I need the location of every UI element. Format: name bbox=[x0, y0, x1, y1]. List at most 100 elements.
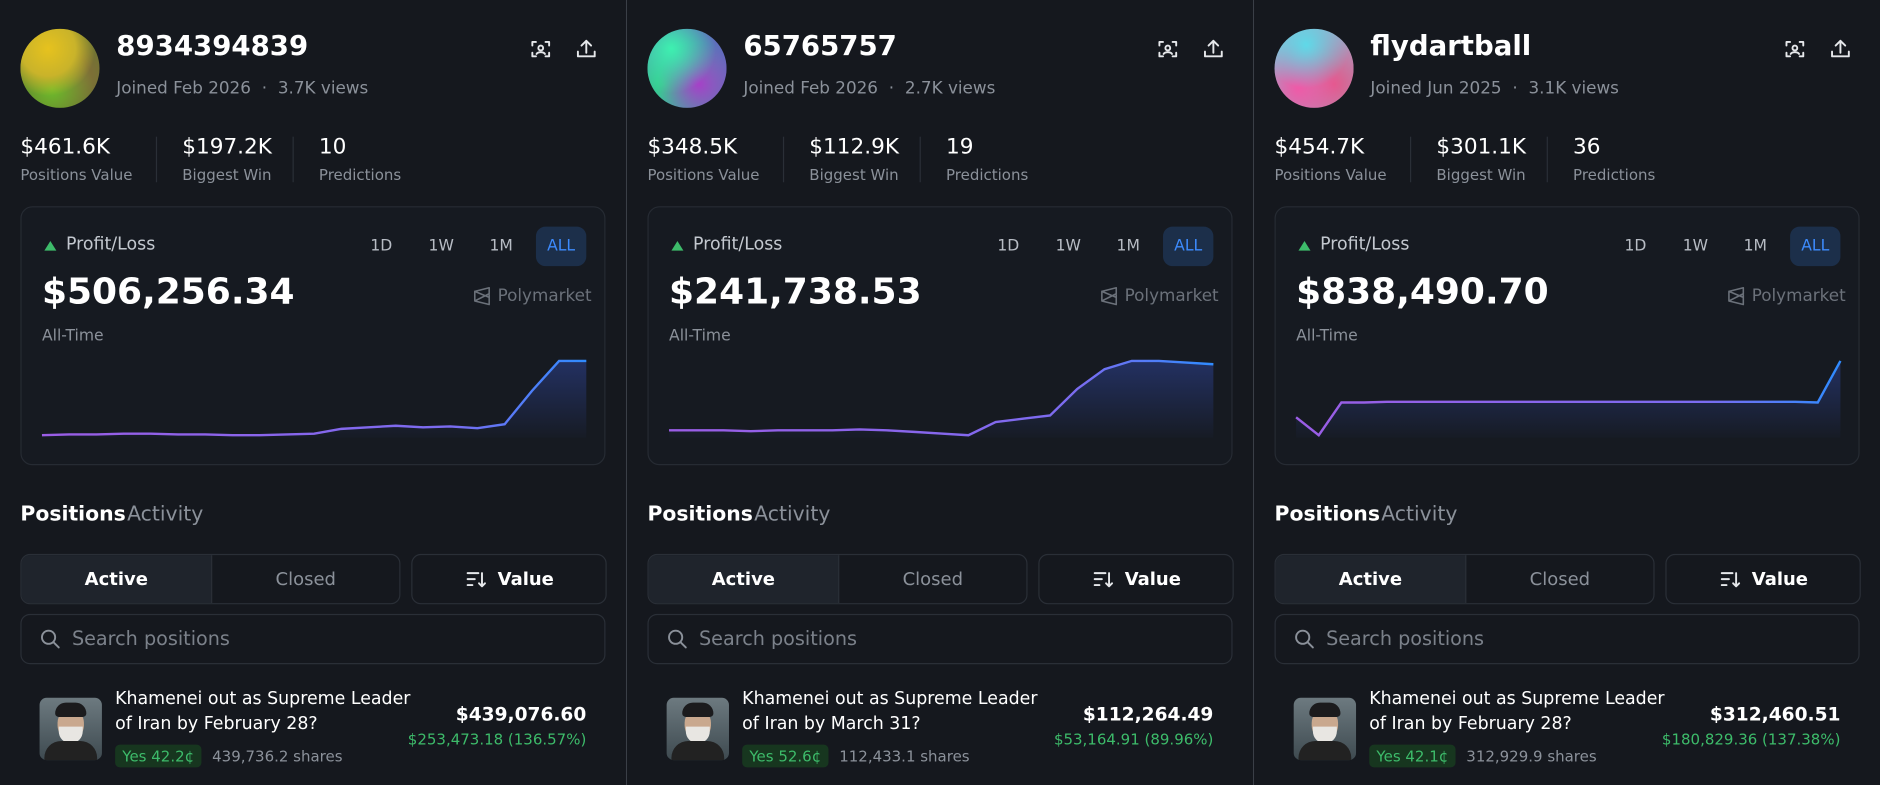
sort-label[interactable]: Value bbox=[497, 568, 554, 590]
joined-date: Joined Feb 2026 bbox=[116, 79, 251, 99]
share-icon[interactable] bbox=[1201, 37, 1225, 61]
pnl-card: Profit/Loss 1D 1W 1M ALL $838,490.70 Polymarke… bbox=[1274, 206, 1860, 466]
stat-label: Biggest Win bbox=[1436, 165, 1526, 184]
search-box[interactable]: Search positions bbox=[1274, 613, 1860, 665]
pnl-line bbox=[669, 359, 1214, 437]
tab[interactable]: Activity bbox=[754, 502, 831, 527]
up-triangle bbox=[671, 240, 684, 251]
scan-icon[interactable] bbox=[529, 37, 553, 61]
filter[interactable]: Closed bbox=[275, 568, 336, 590]
market-image bbox=[39, 697, 102, 761]
pnl-area bbox=[669, 360, 1214, 438]
profile-meta: Joined Feb 2026 · 3.7K views bbox=[116, 79, 368, 98]
range-button[interactable]: ALL bbox=[535, 226, 587, 267]
stat-divider bbox=[782, 136, 785, 183]
tab[interactable]: Activity bbox=[127, 502, 204, 527]
filter[interactable]: Closed bbox=[1529, 568, 1591, 590]
market-title[interactable]: Khamenei out as Supreme Leader of Iran b… bbox=[1369, 689, 1665, 734]
scan-head bbox=[537, 44, 545, 52]
profile-meta: Joined Jun 2025 · 3.1K views bbox=[1370, 79, 1619, 98]
up-triangle bbox=[44, 240, 57, 251]
filter-group: Active Closed bbox=[1274, 553, 1655, 605]
stat-divider bbox=[292, 136, 294, 183]
search-placeholder[interactable]: Search positions bbox=[699, 627, 857, 650]
sort-icon[interactable] bbox=[1091, 567, 1115, 591]
stat-value: $454.7K bbox=[1274, 134, 1365, 160]
up-indicator bbox=[1298, 240, 1311, 251]
stat-divider bbox=[155, 136, 158, 183]
range-button[interactable]: 1W bbox=[428, 237, 454, 256]
range-button[interactable]: 1D bbox=[997, 237, 1020, 256]
search-icon[interactable] bbox=[665, 627, 689, 651]
sort-label[interactable]: Value bbox=[1751, 568, 1809, 590]
position-meta: Yes 42.2¢ 439,736.2 shares bbox=[115, 744, 343, 768]
filter-active[interactable]: Active bbox=[1275, 555, 1467, 604]
range-button[interactable]: 1D bbox=[370, 237, 393, 256]
portrait-beard bbox=[1312, 726, 1337, 744]
range-button[interactable]: 1W bbox=[1682, 237, 1709, 256]
range-button[interactable]: 1M bbox=[489, 237, 513, 256]
pnl-card: Profit/Loss 1D 1W 1M ALL $506,256.34 Polymarke… bbox=[20, 206, 606, 466]
pnl-label: Profit/Loss bbox=[65, 235, 156, 255]
brand-icon[interactable] bbox=[470, 284, 494, 308]
view-count: 2.7K views bbox=[904, 79, 996, 99]
position-pnl: $180,829.36 (137.38%) bbox=[1661, 730, 1841, 749]
range-button[interactable]: ALL bbox=[1163, 226, 1214, 267]
profile-panel: 65765757 Joined Feb 2026 · 2.7K views $348.5… bbox=[627, 0, 1253, 785]
stat-value: 10 bbox=[318, 134, 347, 160]
brand-icon[interactable] bbox=[1724, 284, 1748, 308]
portrait-turban bbox=[1309, 702, 1341, 717]
search-placeholder[interactable]: Search positions bbox=[71, 627, 230, 650]
market-title[interactable]: Khamenei out as Supreme Leader of Iran b… bbox=[115, 689, 411, 734]
filter-active[interactable]: Active bbox=[21, 555, 213, 604]
stat-label: Positions Value bbox=[647, 165, 760, 184]
range-button[interactable]: ALL bbox=[1790, 226, 1841, 267]
portrait-beard bbox=[685, 726, 710, 744]
sort-icon[interactable] bbox=[1718, 567, 1742, 591]
tab-active[interactable]: Positions bbox=[20, 502, 126, 527]
sort-lines bbox=[466, 572, 487, 588]
market-image bbox=[1293, 697, 1357, 761]
portrait-robe bbox=[1298, 740, 1352, 761]
range-button[interactable]: 1M bbox=[1116, 237, 1140, 256]
sort-button[interactable]: Value bbox=[411, 553, 607, 605]
brand-label: Polymarket bbox=[1751, 286, 1846, 306]
portrait-turban bbox=[55, 702, 87, 717]
position-value: $112,264.49 bbox=[1082, 703, 1214, 726]
tab-active[interactable]: Positions bbox=[1274, 502, 1380, 527]
period-label: All-Time bbox=[41, 327, 104, 346]
search-lens bbox=[41, 629, 57, 645]
panel-divider bbox=[1252, 0, 1255, 785]
filter[interactable]: Closed bbox=[902, 568, 964, 590]
range-button[interactable]: 1D bbox=[1624, 237, 1647, 256]
scan-frame bbox=[1785, 41, 1805, 58]
search-box[interactable]: Search positions bbox=[20, 613, 606, 665]
search-icon[interactable] bbox=[38, 627, 62, 651]
stat-label: Positions Value bbox=[20, 165, 133, 184]
search-placeholder[interactable]: Search positions bbox=[1326, 627, 1485, 650]
sort-button[interactable]: Value bbox=[1665, 553, 1861, 605]
scan-frame bbox=[1158, 41, 1178, 58]
search-icon[interactable] bbox=[1293, 627, 1317, 651]
tab[interactable]: Activity bbox=[1381, 502, 1458, 527]
share-icon[interactable] bbox=[574, 37, 598, 61]
scan-icon[interactable] bbox=[1783, 37, 1807, 61]
share-icon[interactable] bbox=[1828, 37, 1852, 61]
filter-active[interactable]: Active bbox=[648, 555, 840, 604]
sort-button[interactable]: Value bbox=[1038, 553, 1234, 605]
brand-icon[interactable] bbox=[1097, 284, 1121, 308]
range-button[interactable]: 1W bbox=[1055, 237, 1081, 256]
sort-icon[interactable] bbox=[464, 567, 488, 591]
sort-label[interactable]: Value bbox=[1124, 568, 1181, 590]
scan-icon[interactable] bbox=[1156, 37, 1180, 61]
stat-value: $461.6K bbox=[20, 134, 111, 160]
market-title[interactable]: Khamenei out as Supreme Leader of Iran b… bbox=[742, 689, 1038, 734]
tab-active[interactable]: Positions bbox=[647, 502, 753, 527]
separator: · bbox=[1512, 79, 1518, 99]
username: 65765757 bbox=[743, 31, 897, 63]
search-lens bbox=[1295, 629, 1311, 645]
search-box[interactable]: Search positions bbox=[647, 613, 1233, 665]
range-button[interactable]: 1M bbox=[1743, 237, 1767, 256]
position-value: $439,076.60 bbox=[455, 703, 587, 726]
